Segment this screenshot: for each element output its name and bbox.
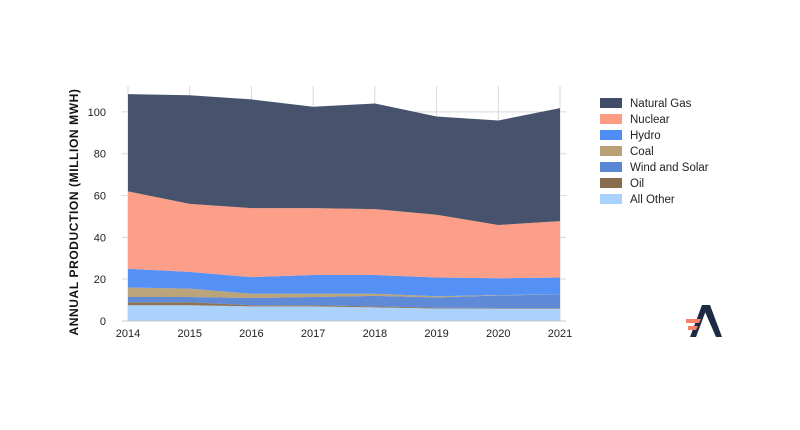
legend-label-natural-gas: Natural Gas [630,98,692,110]
area-nuclear [128,191,560,279]
legend-swatch-hydro [600,130,622,140]
area-coal [128,287,560,298]
logo-accent-bar-2 [688,326,698,330]
y-tick-label: 40 [94,232,106,244]
y-tick-label: 20 [94,274,106,286]
y-tick-label: 0 [100,316,106,328]
area-wind-and-solar [128,294,560,308]
legend-swatch-all-other [600,194,622,204]
legend-swatch-coal [600,146,622,156]
legend-swatch-natural-gas [600,98,622,108]
x-tick-label: 2018 [363,328,387,340]
legend-swatch-nuclear [600,114,622,124]
legend-label-oil: Oil [630,178,644,190]
logo-dark-stroke [702,305,722,337]
x-tick-label: 2016 [239,328,263,340]
legend-label-all-other: All Other [630,194,675,206]
y-tick-label: 80 [94,149,106,161]
y-tick-label: 60 [94,191,106,203]
x-tick-label: 2021 [548,328,572,340]
legend-label-coal: Coal [630,146,654,158]
x-tick-label: 2017 [301,328,325,340]
x-tick-label: 2020 [486,328,510,340]
logo-accent-bar-1 [686,319,701,323]
axes: 0 20 40 60 80 100 2014 2015 2016 2017 2018 2019 2020… [88,107,573,340]
x-tick-label: 2015 [177,328,201,340]
x-tick-label: 2014 [116,328,140,340]
area-natural-gas [128,94,560,225]
legend-label-hydro: Hydro [630,130,661,142]
brand-logo [686,305,722,337]
y-axis-label: ANNUAL PRODUCTION (MILLION MWH) [67,88,81,335]
legend: Natural Gas Nuclear Hydro Coal Wind and Sola… [600,98,709,206]
legend-label-wind-and-solar: Wind and Solar [630,162,709,174]
legend-label-nuclear: Nuclear [630,114,670,126]
area-all-other [128,305,560,321]
area-oil [128,302,560,309]
area-hydro [128,268,560,297]
legend-swatch-wind-and-solar [600,162,622,172]
y-tick-label: 100 [88,107,106,119]
x-tick-label: 2019 [424,328,448,340]
legend-swatch-oil [600,178,622,188]
area-series [128,94,560,321]
